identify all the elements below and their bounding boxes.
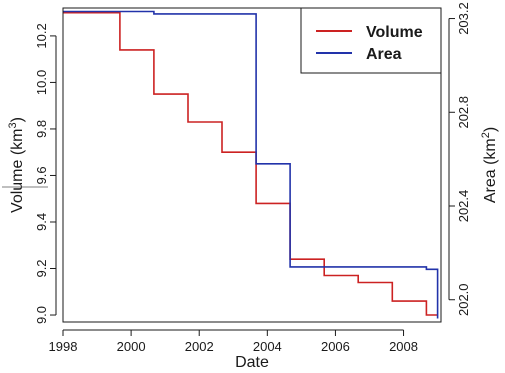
y-right-tick-label: 203.2 (456, 2, 471, 35)
y-left-tick-label: 10.2 (34, 23, 49, 48)
x-tick-label: 1998 (49, 339, 78, 354)
x-tick-label: 2006 (321, 339, 350, 354)
y-left-tick-label: 9.2 (34, 259, 49, 277)
series-line-volume (63, 11, 438, 316)
x-tick-label: 2002 (185, 339, 214, 354)
y-left-tick-label: 9.0 (34, 306, 49, 324)
x-tick-label: 2004 (253, 339, 282, 354)
legend-label-volume: Volume (366, 24, 423, 41)
y-right-tick-label: 202.8 (456, 96, 471, 129)
y-left-axis-title: Volume (km3) (7, 117, 26, 213)
plot-frame (62, 7, 442, 323)
y-left-tick-label: 9.4 (34, 213, 49, 231)
series-line-area (63, 10, 439, 319)
y-left-tick-label: 10.0 (34, 70, 49, 95)
legend-box (300, 7, 442, 74)
y-left-tick-label: 9.6 (34, 166, 49, 184)
legend-label-area: Area (366, 46, 402, 63)
x-tick-label: 2008 (389, 339, 418, 354)
x-tick-label: 2000 (117, 339, 146, 354)
series-lines (63, 10, 439, 319)
y-left-tick-label: 9.8 (34, 120, 49, 138)
y-right-tick-label: 202.4 (456, 190, 471, 223)
x-axis-title: Date (235, 354, 269, 371)
y-right-tick-label: 202.0 (456, 283, 471, 316)
legend: Volume Area (300, 7, 442, 74)
y-right-axis-title: Area (km2) (480, 127, 499, 203)
axes: 1998 2000 2002 2004 2006 2008 9.0 9.2 9.4 9.6 9.8 1… (34, 2, 471, 354)
